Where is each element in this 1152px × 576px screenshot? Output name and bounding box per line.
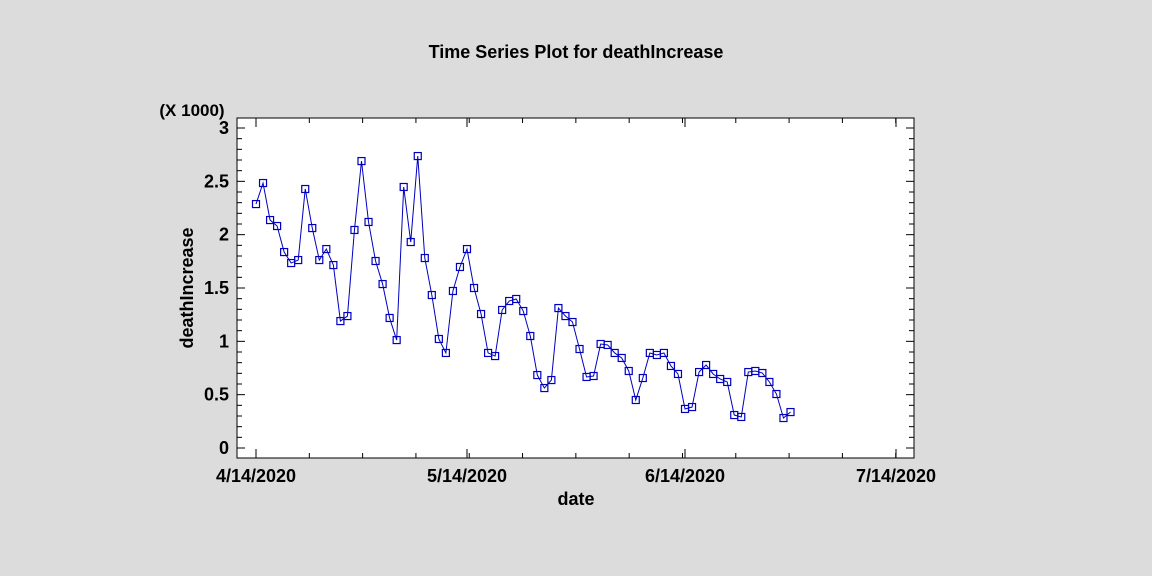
y-tick-label: 3: [219, 118, 229, 138]
y-axis-label: deathIncrease: [177, 227, 197, 348]
data-point-marker: [631, 395, 640, 405]
data-point-marker: [568, 317, 577, 327]
x-axis-label: date: [557, 489, 594, 509]
data-point-marker: [561, 311, 570, 321]
data-point-marker: [251, 199, 261, 209]
data-point-marker: [378, 279, 387, 289]
data-point-marker: [772, 389, 781, 399]
y-tick-label: 0: [219, 438, 229, 458]
data-point-marker: [624, 366, 633, 376]
data-point-marker: [448, 286, 458, 296]
data-point-marker: [371, 256, 380, 266]
data-point-marker: [308, 223, 317, 233]
data-point-marker: [526, 331, 535, 341]
data-point-marker: [765, 377, 774, 387]
data-point-marker: [575, 344, 584, 354]
data-point-marker: [540, 383, 549, 393]
data-point-marker: [610, 348, 619, 358]
y-tick-label: 2.5: [204, 171, 229, 191]
data-point-marker: [589, 371, 598, 381]
data-point-marker: [329, 260, 338, 270]
data-point-marker: [280, 247, 289, 257]
series-line: [255, 156, 791, 419]
data-point-marker: [673, 369, 683, 379]
data-point-marker: [392, 335, 401, 345]
data-point-marker: [469, 283, 479, 293]
data-point-marker: [659, 348, 669, 358]
y-tick-label: 1.5: [204, 278, 229, 298]
data-point-marker: [258, 178, 268, 188]
data-point-marker: [357, 156, 366, 166]
chart-title: Time Series Plot for deathIncrease: [429, 42, 724, 62]
data-point-marker: [709, 369, 718, 379]
data-point-marker: [512, 294, 521, 304]
x-tick-label: 7/14/2020: [856, 466, 936, 486]
data-point-marker: [336, 316, 345, 326]
x-tick-label: 6/14/2020: [645, 466, 725, 486]
data-point-marker: [687, 402, 697, 412]
data-point-marker: [554, 303, 563, 313]
y-tick-label: 0.5: [204, 385, 229, 405]
data-point-marker: [462, 244, 472, 254]
data-point-marker: [301, 184, 310, 194]
data-point-marker: [666, 361, 676, 371]
data-point-marker: [737, 412, 746, 422]
data-point-marker: [533, 370, 542, 380]
data-point-marker: [413, 151, 422, 161]
data-point-marker: [322, 244, 331, 254]
data-point-marker: [434, 334, 443, 344]
data-point-marker: [455, 262, 465, 272]
data-point-marker: [350, 225, 359, 235]
data-point-marker: [617, 353, 626, 363]
y-multiplier-label: (X 1000): [159, 101, 224, 120]
plot-area: [236, 117, 915, 459]
data-point-marker: [758, 368, 767, 378]
data-point-marker: [498, 305, 507, 315]
data-point-marker: [364, 217, 373, 227]
data-point-marker: [638, 373, 647, 383]
x-tick-label: 4/14/2020: [216, 466, 296, 486]
data-point-marker: [343, 311, 352, 321]
data-point-marker: [476, 309, 486, 319]
data-point-marker: [547, 375, 556, 385]
x-tick-label: 5/14/2020: [427, 466, 507, 486]
data-point-marker: [786, 407, 795, 417]
y-tick-label: 1: [219, 331, 229, 351]
data-point-marker: [723, 377, 732, 387]
data-point-marker: [702, 360, 711, 370]
data-point-marker: [441, 348, 450, 358]
data-point-marker: [694, 367, 704, 377]
data-point-marker: [272, 221, 282, 231]
data-point-marker: [406, 237, 415, 247]
data-point-marker: [491, 351, 500, 361]
y-tick-label: 2: [219, 225, 229, 245]
data-point-marker: [265, 215, 275, 225]
data-point-marker: [603, 340, 612, 350]
data-point-marker: [420, 253, 429, 263]
data-point-marker: [315, 255, 324, 265]
data-point-marker: [427, 290, 436, 300]
data-point-marker: [779, 413, 788, 423]
data-point-marker: [519, 306, 528, 316]
data-point-marker: [294, 255, 303, 265]
data-point-marker: [385, 313, 394, 323]
data-point-marker: [399, 182, 408, 192]
